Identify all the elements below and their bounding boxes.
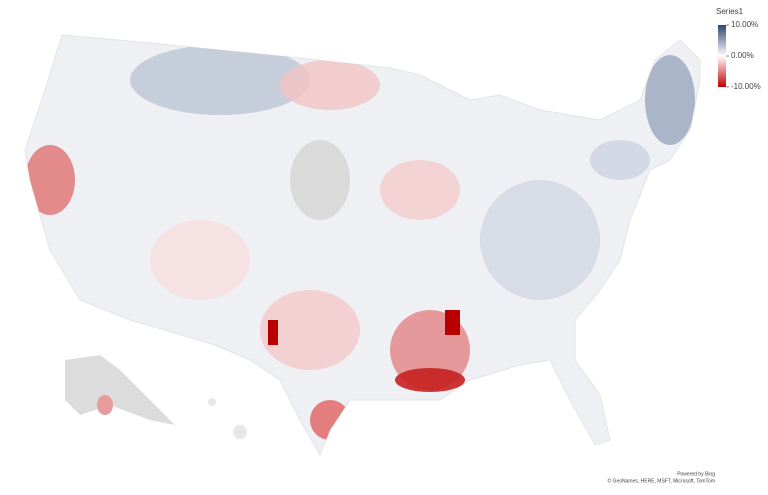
county-map [24, 34, 701, 457]
hawaii [208, 398, 216, 406]
hawaii [233, 425, 247, 439]
attribution: Powered by Bing [677, 471, 715, 477]
contiguous-us [24, 34, 701, 457]
legend-title: Series1 [716, 7, 744, 16]
alaska [65, 355, 175, 425]
legend-label: -10.00% [731, 82, 761, 91]
county-shading [25, 45, 695, 440]
alaska-shading [97, 395, 113, 415]
attribution: © GeoNames, HERE, MSFT, Microsoft, TomTo… [607, 477, 715, 484]
legend: Series1 [716, 7, 744, 87]
legend-label: 0.00% [731, 51, 754, 60]
legend-gradient [718, 25, 726, 87]
legend-label: 10.00% [731, 20, 758, 29]
